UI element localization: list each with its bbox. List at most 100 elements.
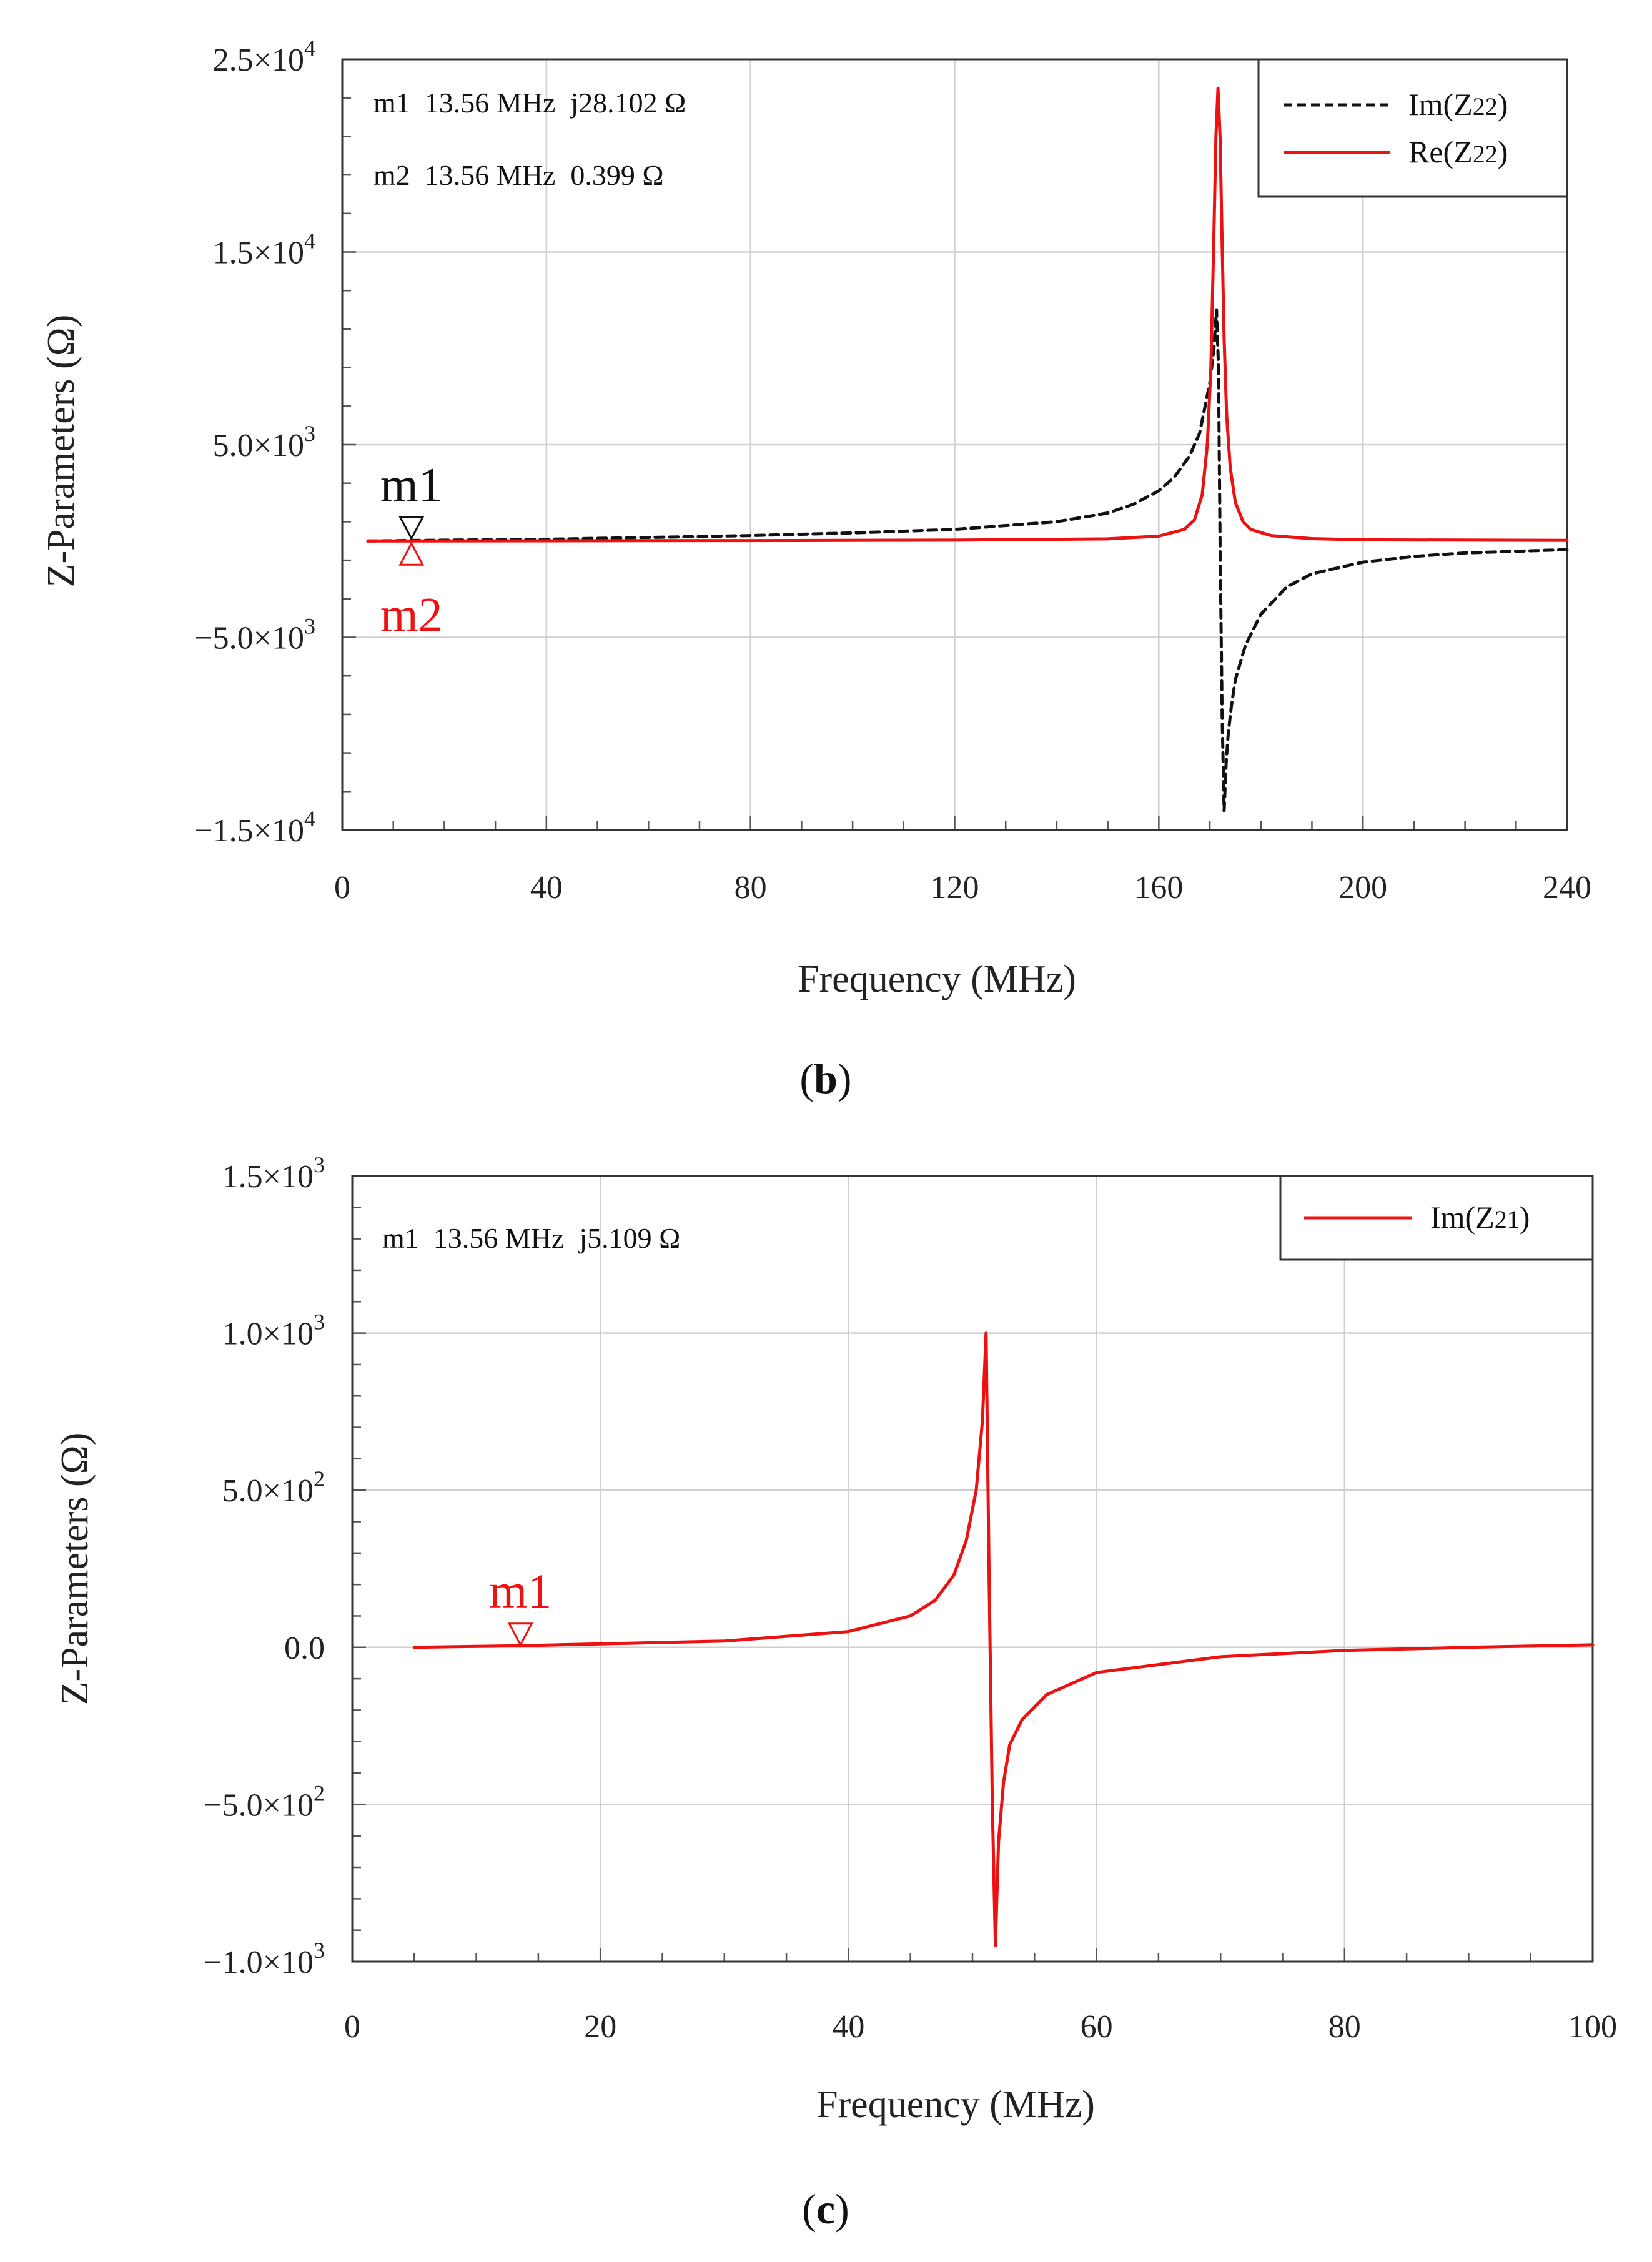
series-line-im-z21 [412, 1331, 1595, 1948]
marker-info-name: m1 [382, 1222, 433, 1254]
caption-b: (b) [799, 1055, 851, 1102]
y-tick-label: 2.5×104 [213, 36, 315, 78]
caption-letter: c [816, 2185, 835, 2233]
caption-c: (c) [802, 2185, 849, 2233]
legend-label-base: Im(Z [1430, 1200, 1495, 1235]
marker-label-m1: m1 [489, 1564, 551, 1618]
series-group-b [366, 86, 1569, 812]
legend-label-im-z21: Im(Z21) [1430, 1200, 1530, 1235]
x-tick-label: 60 [1081, 2009, 1113, 2045]
marker-info-value: j28.102 Ω [569, 87, 686, 119]
marker-info-value: 0.399 Ω [570, 159, 663, 191]
legend-label-base: Re(Z [1408, 134, 1473, 169]
y-tick-label: −1.5×104 [194, 806, 315, 849]
caption-close: ) [838, 1055, 852, 1102]
y-tick-exponent: 4 [304, 229, 315, 254]
x-tick-label: 100 [1568, 2009, 1617, 2045]
marker-info-name: m1 [373, 87, 425, 119]
x-tick-label: 80 [1328, 2009, 1361, 2045]
legend-label-sub: 22 [1473, 140, 1498, 168]
y-tick-mantissa: 5.0×10 [213, 428, 304, 463]
x-tick-label: 40 [530, 870, 563, 906]
caption-letter: b [814, 1055, 838, 1102]
markers-b: m1 m2 [380, 457, 443, 641]
x-tick-label: 120 [931, 870, 979, 906]
minor-ticks-c [351, 1175, 1594, 1963]
plot-area-frame-b [341, 58, 1568, 831]
y-tick-exponent: 2 [314, 1466, 325, 1491]
y-tick-exponent: 3 [304, 614, 315, 639]
series-line-re-z22 [366, 86, 1569, 543]
x-tick-label: 160 [1134, 870, 1183, 906]
y-tick-exponent: 2 [314, 1780, 325, 1805]
series-line-im-z22 [366, 308, 1569, 812]
marker-info-name: m2 [373, 159, 425, 191]
marker-triangle-m2 [398, 541, 425, 566]
marker-info-value: j5.109 Ω [578, 1222, 680, 1254]
y-tick-mantissa: 5.0×10 [222, 1473, 314, 1509]
plot-area-frame-c [351, 1175, 1594, 1963]
legend-label-sub: 21 [1495, 1205, 1520, 1233]
markers-c: m1 [489, 1564, 551, 1647]
marker-info-m2-b: m2 13.56 MHz 0.399 Ω [373, 159, 664, 191]
y-tick-label: 1.5×104 [213, 229, 315, 271]
marker-info-freq: 13.56 MHz [425, 87, 556, 119]
y-tick-exponent: 4 [304, 36, 315, 61]
legend-label-close: ) [1520, 1200, 1530, 1235]
x-axis-title-b: Frequency (MHz) [798, 958, 1076, 1000]
legend-label-sub: 22 [1473, 92, 1498, 121]
x-tick-label: 0 [344, 2009, 360, 2045]
y-tick-label: 1.0×103 [222, 1310, 325, 1352]
legend-label-im-z22: Im(Z22) [1408, 87, 1508, 122]
chart-panel-b: 0 40 80 120 160 200 240 2.5×1041.5×1045.0×103−… [40, 36, 1591, 1102]
caption-open: ( [799, 1055, 814, 1102]
y-tick-exponent: 3 [314, 1938, 325, 1963]
y-tick-label: −1.0×103 [204, 1938, 325, 1980]
y-tick-label: −5.0×102 [204, 1780, 325, 1823]
x-tick-label: 0 [334, 870, 350, 906]
y-tick-exponent: 3 [304, 421, 315, 446]
marker-triangle-m1 [398, 516, 425, 541]
legend-c: Im(Z21) [1279, 1175, 1594, 1261]
legend-label-base: Im(Z [1408, 87, 1473, 122]
marker-info-freq: 13.56 MHz [433, 1222, 565, 1254]
y-tick-label: −5.0×103 [194, 614, 315, 656]
x-tick-label: 40 [832, 2009, 864, 2045]
caption-open: ( [802, 2185, 816, 2233]
y-tick-mantissa: 1.5×10 [222, 1159, 314, 1195]
x-tick-label: 20 [584, 2009, 616, 2045]
y-tick-exponent: 3 [314, 1310, 325, 1335]
marker-info-m1-b: m1 13.56 MHz j28.102 Ω [373, 87, 686, 119]
marker-label-m2: m2 [380, 587, 443, 641]
legend-label-close: ) [1498, 87, 1508, 122]
y-tick-mantissa: −5.0×10 [194, 621, 304, 656]
x-axis-title-c: Frequency (MHz) [816, 2083, 1095, 2126]
y-tick-label: 0.0 [284, 1631, 325, 1666]
y-tick-label: 1.5×103 [222, 1152, 325, 1195]
x-tick-label: 80 [734, 870, 767, 906]
y-tick-mantissa: 1.0×10 [222, 1316, 314, 1352]
x-tick-label: 200 [1338, 870, 1387, 906]
legend-label-re-z22: Re(Z22) [1408, 134, 1508, 169]
y-tick-label: 5.0×103 [213, 421, 315, 463]
y-tick-mantissa: −5.0×10 [204, 1787, 314, 1823]
y-tick-mantissa: 1.5×10 [213, 235, 304, 271]
y-tick-label: 5.0×102 [222, 1466, 325, 1509]
marker-label-m1: m1 [380, 457, 443, 511]
y-tick-mantissa: −1.5×10 [194, 813, 304, 849]
marker-info-freq: 13.56 MHz [425, 159, 556, 191]
y-tick-exponent: 4 [304, 806, 315, 831]
x-tick-label: 240 [1543, 870, 1591, 906]
y-axis-title-c: Z-Parameters (Ω) [54, 1433, 96, 1706]
y-axis-title-b: Z-Parameters (Ω) [40, 315, 82, 588]
y-tick-mantissa: 0.0 [284, 1631, 325, 1666]
y-tick-mantissa: −1.0×10 [204, 1945, 314, 1980]
marker-triangle-m1 [507, 1622, 533, 1647]
marker-info-m1-c: m1 13.56 MHz j5.109 Ω [382, 1222, 680, 1254]
y-tick-exponent: 3 [314, 1152, 325, 1177]
legend-box-b [1257, 58, 1568, 198]
series-group-c [412, 1331, 1595, 1948]
